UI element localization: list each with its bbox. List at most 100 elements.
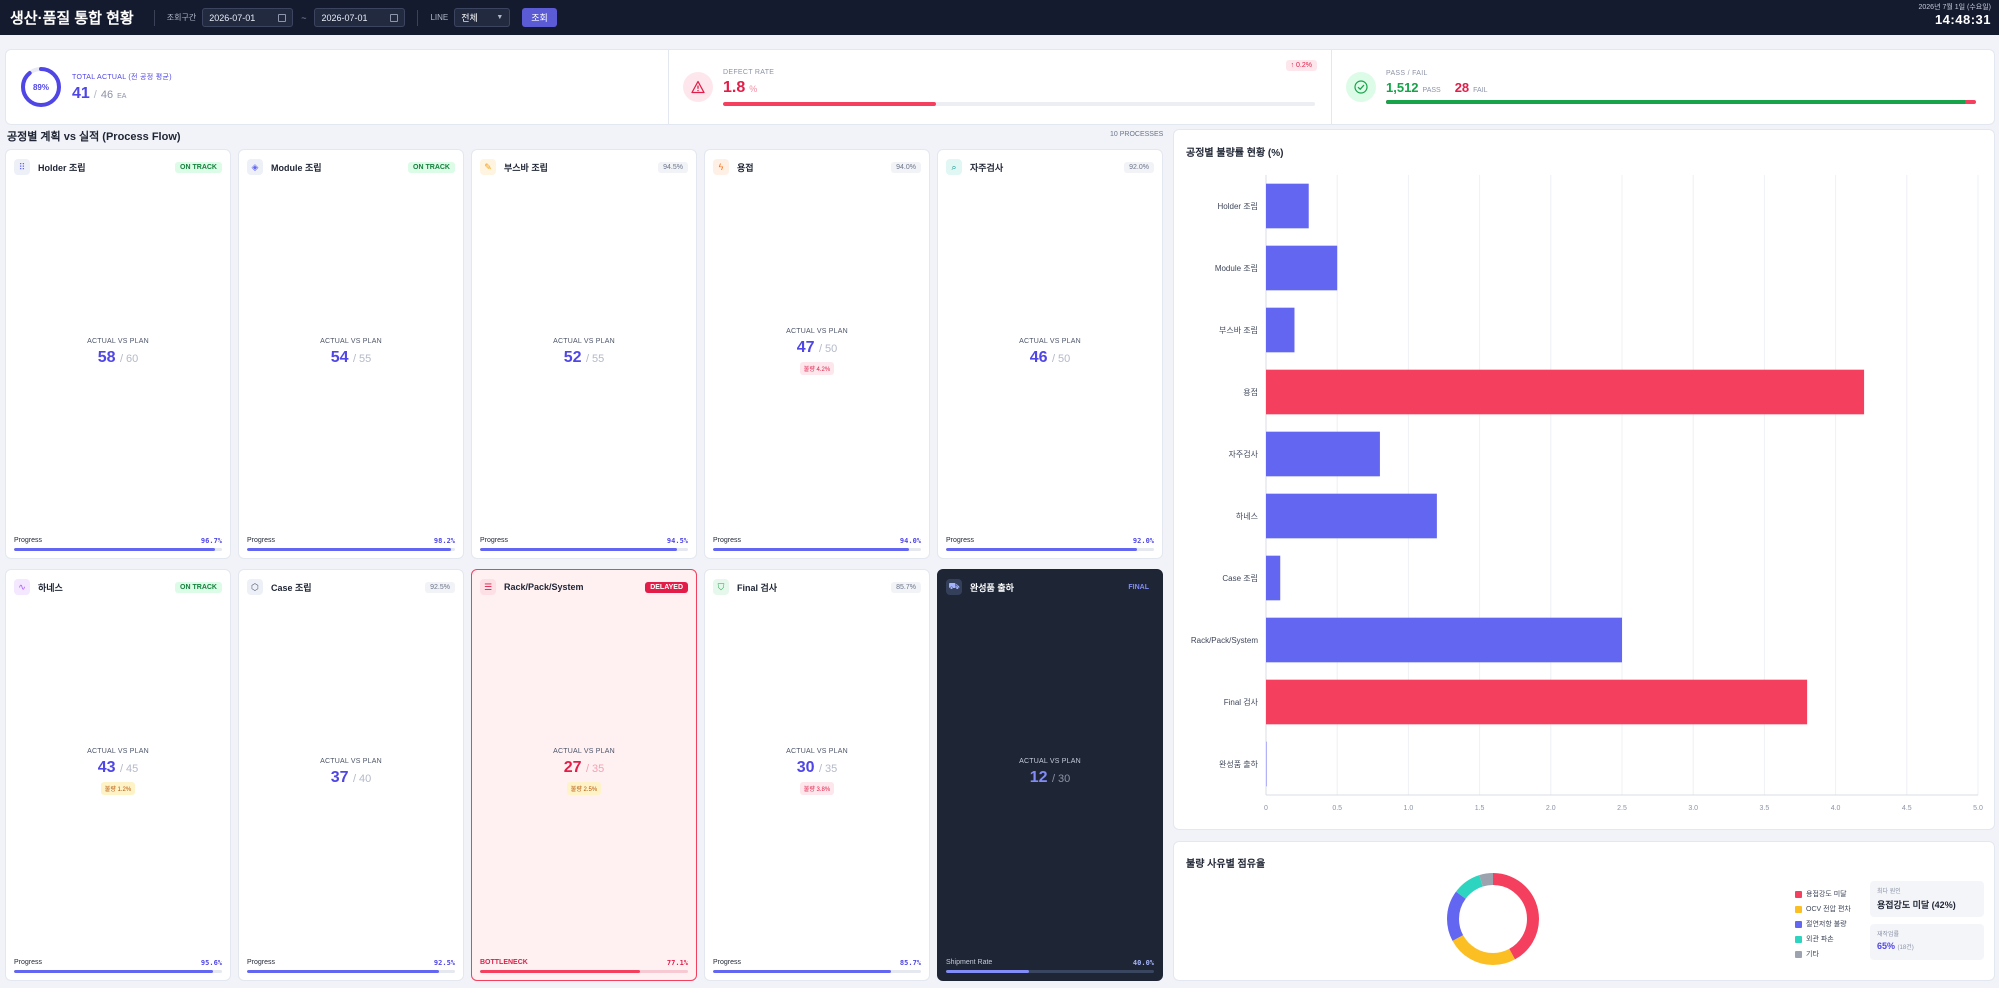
process-name: Case 조립 — [271, 582, 312, 593]
donut-slice[interactable] — [1447, 873, 1539, 965]
status-badge: ON TRACK — [175, 161, 222, 173]
process-card[interactable]: ⬡ Case 조립 92.5% ACTUAL VS PLAN 37 / 40 Prog… — [238, 569, 464, 981]
top-bar: 생산·품질 통합 현황 조회구간 2026-07-01 ~ 2026-07-01… — [0, 0, 1999, 35]
progress-ring: 89% — [21, 67, 61, 107]
bar[interactable] — [1266, 183, 1309, 229]
status-badge: 92.0% — [1124, 161, 1154, 173]
process-name: Holder 조립 — [38, 162, 86, 173]
actual-vs-plan: ACTUAL VS PLAN 46 / 50 — [938, 338, 1162, 367]
pass-label: PASS — [1422, 87, 1441, 94]
x-tick-label: 5.0 — [1973, 805, 1983, 812]
status-badge: 85.7% — [891, 581, 921, 593]
progress-label: BOTTLENECK — [480, 959, 528, 966]
progress-label: Shipment Rate — [946, 959, 993, 966]
x-tick-label: 1.5 — [1475, 805, 1485, 812]
process-card[interactable]: ⠿ Holder 조립 ON TRACK ACTUAL VS PLAN 58 / 60… — [5, 149, 231, 559]
process-name: 완성품 출하 — [970, 582, 1014, 593]
y-tick-label: 완성품 출하 — [1219, 759, 1259, 769]
progress-value: 98.2% — [433, 537, 455, 545]
clock: 2026년 7월 1일 (수요일) 14:48:31 — [1919, 2, 1992, 27]
bar[interactable] — [1266, 679, 1808, 725]
legend-item: 절연저항 불량 — [1795, 919, 1851, 929]
donut-legend: 용접강도 미달 OCV 전압 편차 절연저항 불량 외관 파손 기타 — [1795, 889, 1851, 964]
legend-swatch — [1795, 950, 1802, 958]
bar[interactable] — [1266, 245, 1338, 291]
progress-label: Progress — [946, 537, 975, 544]
legend-swatch — [1795, 890, 1802, 898]
box-icon: ⬡ — [247, 579, 263, 595]
bar[interactable] — [1266, 741, 1267, 787]
avp-label: ACTUAL VS PLAN — [320, 338, 382, 345]
progress-label: Progress — [14, 537, 43, 544]
donut-slice[interactable] — [1447, 873, 1539, 965]
plan-value: / 50 — [818, 343, 838, 355]
line-select-value: 전체 — [461, 13, 478, 23]
query-button[interactable]: 조회 — [522, 8, 557, 27]
bar[interactable] — [1266, 369, 1865, 415]
x-tick-label: 2.5 — [1617, 805, 1627, 812]
progress-bar — [946, 970, 1154, 973]
process-card[interactable]: ⌕ 자주검사 92.0% ACTUAL VS PLAN 46 / 50 Progres… — [937, 149, 1163, 559]
date-to-input[interactable]: 2026-07-01 — [314, 8, 406, 27]
kpi-label: TOTAL ACTUAL (전 공정 평균) — [72, 73, 172, 81]
process-name: 자주검사 — [970, 162, 1004, 173]
avp-label: ACTUAL VS PLAN — [87, 338, 149, 345]
rework-value: 65% — [1877, 941, 1896, 951]
bar[interactable] — [1266, 431, 1380, 477]
actual-value: 43 — [97, 759, 116, 776]
process-card[interactable]: ⛉ Final 검사 85.7% ACTUAL VS PLAN 30 / 35 불량 3… — [704, 569, 930, 981]
progress-label: Progress — [713, 959, 742, 966]
process-card[interactable]: ϟ 용접 94.0% ACTUAL VS PLAN 47 / 50 불량 4.2% Pr… — [704, 149, 930, 559]
progress-bar — [14, 548, 222, 551]
progress-value: 92.5% — [433, 959, 455, 967]
y-tick-label: Holder 조립 — [1217, 202, 1258, 211]
y-tick-label: Final 검사 — [1224, 697, 1259, 707]
process-card-delayed[interactable]: ☰ Rack/Pack/System DELAYED ACTUAL VS PLAN 2… — [471, 569, 697, 981]
defect-rate-bar-chart: 0 0.5 1.0 1.5 2.0 2.5 3.0 3.5 4.0 4.5 5.0 Holder 조립… — [1191, 175, 1983, 812]
avp-label: ACTUAL VS PLAN — [1019, 338, 1081, 345]
status-badge: DELAYED — [645, 581, 688, 593]
avp-label: ACTUAL VS PLAN — [786, 328, 848, 335]
bar[interactable] — [1266, 307, 1295, 353]
x-tick-label: 3.0 — [1688, 805, 1698, 812]
divider — [417, 9, 419, 26]
defect-rate-value: 1.8 — [723, 78, 746, 96]
progress-bar — [946, 548, 1154, 551]
x-tick-label: 4.5 — [1902, 805, 1912, 812]
progress-bar — [14, 970, 222, 973]
status-badge: ON TRACK — [175, 581, 222, 593]
search-icon: ⌕ — [946, 159, 962, 175]
fail-label: FAIL — [1473, 87, 1488, 94]
app-title: 생산·품질 통합 현황 — [10, 10, 134, 27]
process-card[interactable]: ◈ Module 조립 ON TRACK ACTUAL VS PLAN 54 / 55… — [238, 149, 464, 559]
bar[interactable] — [1266, 617, 1622, 663]
date-from-input[interactable]: 2026-07-01 — [202, 8, 294, 27]
status-badge: ON TRACK — [408, 161, 455, 173]
chevron-down-icon: ▼ — [496, 14, 504, 21]
process-count: 10 PROCESSES — [1110, 131, 1164, 138]
avp-label: ACTUAL VS PLAN — [1019, 758, 1081, 765]
bar[interactable] — [1266, 493, 1437, 539]
actual-vs-plan: ACTUAL VS PLAN 43 / 45 불량 1.2% — [6, 748, 230, 796]
progress-value: 96.7% — [200, 537, 222, 545]
progress-bar — [480, 970, 688, 973]
pass-count: 1,512 — [1386, 80, 1419, 95]
legend-swatch — [1795, 905, 1802, 913]
bar[interactable] — [1266, 555, 1281, 601]
donut-slice[interactable] — [1447, 873, 1539, 965]
line-select[interactable]: 전체 ▼ — [454, 8, 511, 27]
legend-label: 기타 — [1806, 951, 1819, 958]
fail-count: 28 — [1454, 80, 1470, 95]
process-card[interactable]: ∿ 하네스 ON TRACK ACTUAL VS PLAN 43 / 45 불량 1.2… — [5, 569, 231, 981]
process-card-final[interactable]: ⛟ 완성품 출하 FINAL ACTUAL VS PLAN 12 / 30 Shipm… — [937, 569, 1163, 981]
wrench-icon: ✎ — [480, 159, 496, 175]
top-reason-value: 용접강도 미달 (42%) — [1877, 900, 1956, 910]
progress-label: Progress — [713, 537, 742, 544]
pass-fail-bar — [1386, 100, 1976, 104]
process-card[interactable]: ✎ 부스바 조립 94.5% ACTUAL VS PLAN 52 / 55 Progr… — [471, 149, 697, 559]
avp-label: ACTUAL VS PLAN — [553, 338, 615, 345]
status-badge: 92.5% — [425, 581, 455, 593]
clock-date: 2026년 7월 1일 (수요일) — [1918, 4, 1992, 11]
defect-delta-badge: ↑ 0.2% — [1285, 60, 1317, 71]
avp-label: ACTUAL VS PLAN — [320, 758, 382, 765]
